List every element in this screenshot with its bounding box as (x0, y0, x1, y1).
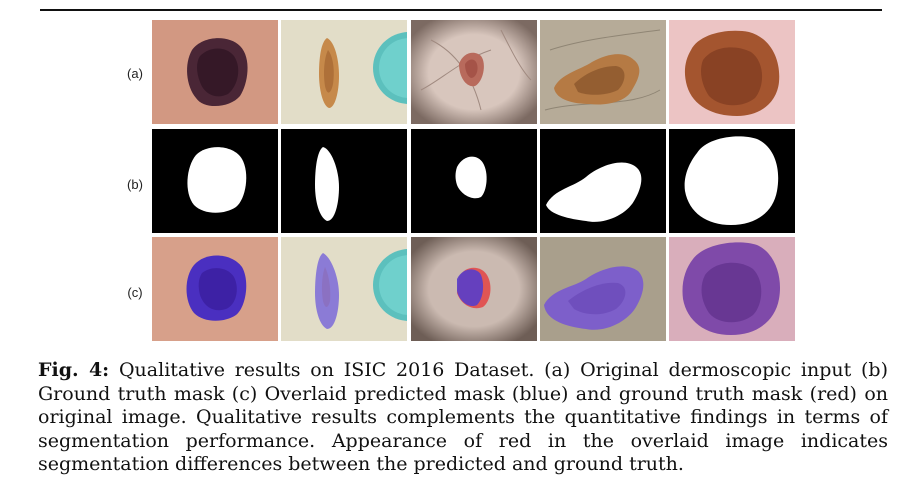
row-label-a: (a) (127, 66, 143, 81)
image-a4-brown-lesion (540, 20, 666, 124)
overlay-c5 (669, 237, 795, 341)
overlay-c1 (152, 237, 278, 341)
mask-b3 (411, 129, 537, 233)
overlay-c4 (540, 237, 666, 341)
figure-caption: Fig. 4: Qualitative results on ISIC 2016… (38, 359, 888, 477)
mask-b2 (281, 129, 407, 233)
row-label-c: (c) (127, 285, 143, 300)
image-a3-small-lesion (411, 20, 537, 124)
mask-b4 (540, 129, 666, 233)
overlay-c2 (281, 237, 407, 341)
image-a1-dark-lesion (152, 20, 278, 124)
mask-b5 (669, 129, 795, 233)
figure-label: Fig. 4: (38, 359, 110, 381)
caption-text: Qualitative results on ISIC 2016 Dataset… (38, 359, 888, 475)
overlay-c3 (411, 237, 537, 341)
top-rule (40, 9, 882, 11)
row-label-b: (b) (127, 177, 143, 192)
image-a2-elongated-lesion (281, 20, 407, 124)
mask-b1 (152, 129, 278, 233)
image-a5-large-lesion (669, 20, 795, 124)
